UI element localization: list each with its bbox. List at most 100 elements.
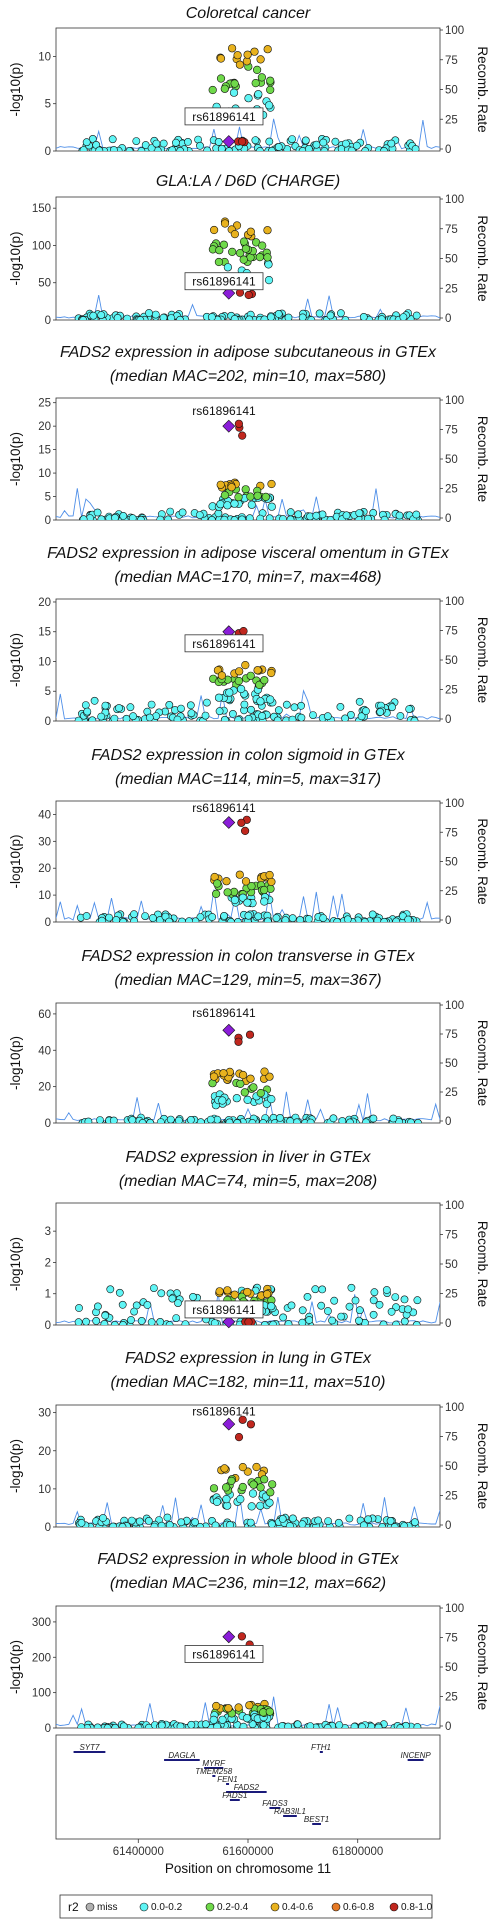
snp-point [244,1317,253,1325]
snp-point [214,693,224,702]
snp-point [253,491,262,500]
snp-point [345,1302,354,1311]
snp-point [187,709,196,718]
lead-snp-label-box [184,1300,264,1319]
snp-point [286,1522,294,1527]
snp-point [260,315,269,320]
snp-point [189,1293,197,1301]
snp-point [110,1321,119,1325]
lead-snp-marker [222,1315,236,1329]
legend-swatch [139,1902,149,1912]
snp-point [141,912,149,920]
y-axis-label: -log10(p) [8,1237,23,1291]
recomb-tick-label: 50 [445,655,458,667]
snp-point [266,85,275,94]
y-tick-label: 0 [45,146,51,158]
snp-point [264,260,273,269]
y-tick-label: 40 [38,1045,51,1057]
snp-point [263,226,272,235]
panel-subtitle: (median MAC=202, min=10, max=580) [110,368,386,385]
snp-point [246,1074,255,1083]
snp-point [323,1307,332,1315]
snp-point [137,515,145,520]
snp-point [128,1116,137,1123]
snp-point [411,145,420,151]
snp-point [388,703,396,712]
snp-point [314,1516,322,1525]
snp-point [130,917,139,922]
recomb-tick-label: 0 [445,1318,451,1330]
legend-swatch [331,1902,341,1912]
snp-point [334,1518,343,1527]
snp-point [360,918,369,922]
snp-point [230,1290,239,1299]
snp-point [90,696,99,705]
snp-point [243,898,252,907]
snp-point [211,1521,220,1527]
snp-point [362,1118,370,1123]
snp-point [125,147,134,151]
snp-point [223,1286,232,1295]
snp-point [252,1462,261,1472]
snp-point [342,511,351,520]
snp-point [145,309,153,317]
snp-point [134,1723,143,1728]
snp-point [298,313,307,320]
snp-point [168,1294,177,1303]
snp-point [257,73,267,82]
y-axis-label: -log10(p) [8,432,23,486]
snp-point [181,1320,190,1325]
snp-point [159,313,168,320]
snp-point [220,84,229,93]
snp-point [387,1307,396,1316]
snp-point [230,79,239,88]
snp-point [220,515,229,520]
snp-point [239,255,248,264]
snp-point [246,492,255,501]
lead-snp-marker [222,1417,236,1431]
snp-point [228,44,237,53]
panel-title: FADS2 expression in adipose subcutaneous… [60,344,437,361]
snp-point [187,1116,195,1123]
snp-point [359,313,368,320]
snp-point [357,712,366,721]
gene-label: FADS3 [262,1799,288,1808]
panels-group: Coloretcal cancerrs618961410510025507510… [8,5,490,1735]
snp-point [110,146,118,151]
snp-point [235,870,244,879]
recomb-tick-label: 100 [445,25,464,37]
snp-point [274,706,283,715]
snp-point [159,139,168,148]
snp-point [256,55,265,64]
snp-point [119,512,128,520]
snp-point [210,1319,219,1325]
recomb-tick-label: 100 [445,395,464,407]
snp-point [239,1070,248,1080]
snp-point [380,147,388,151]
snp-point [148,914,157,922]
snp-point [286,515,295,520]
snp-point [333,918,341,922]
snp-point [230,516,239,520]
lead-snp-label: rs61896141 [192,801,256,815]
panel-title: Coloretcal cancer [186,5,311,22]
snp-point [157,1721,166,1728]
snp-point [265,514,274,520]
snp-point [396,712,405,720]
snp-point [255,253,265,262]
lead-snp-label: rs61896141 [192,1405,256,1419]
lead-snp-label: rs61896141 [192,404,256,418]
snp-point [203,146,212,151]
snp-point [220,715,229,721]
snp-point [217,144,226,151]
snp-point [355,1306,364,1315]
snp-point [246,1420,255,1429]
snp-point [165,1321,174,1325]
snp-point [386,1517,395,1525]
snp-point [101,701,110,710]
snp-point [187,1720,196,1728]
snp-point [259,1721,268,1728]
snp-point [249,1083,258,1092]
snp-point [209,1484,219,1493]
